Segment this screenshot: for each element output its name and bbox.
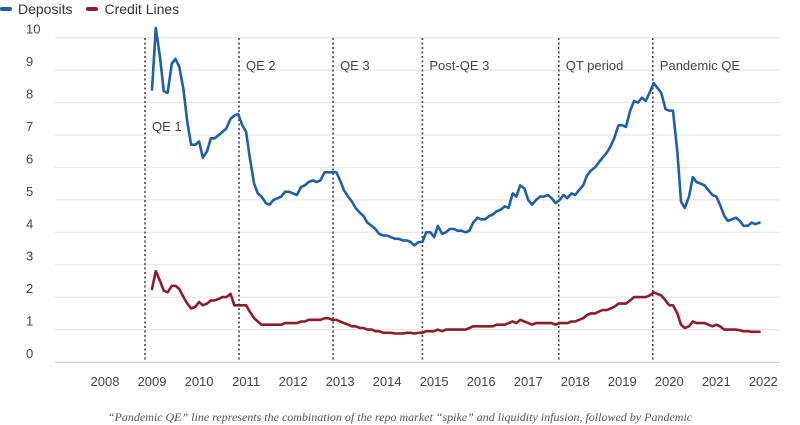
gridlines [55,37,780,363]
x-tick-label-2021: 2021 [702,374,731,389]
legend-label-deposits: Deposits [18,1,73,17]
x-tick-label-2014: 2014 [373,374,402,389]
x-tick-label-2022: 2022 [749,374,778,389]
x-axis-ticks: 2008 2009 2010 2011 2012 2013 2014 2015 2016 2017… [91,374,778,389]
legend-item-credit-lines: Credit Lines [86,1,179,17]
x-tick-label-2013: 2013 [326,374,355,389]
legend-item-deposits: Deposits [0,1,72,17]
period-dividers: QE 1 QE 2 QE 3 Post-QE 3 QT period Pandemic Q… [144,38,741,362]
period-label-4: QT period [566,58,624,73]
x-tick-label-2020: 2020 [655,374,684,389]
legend-swatch-deposits [0,7,12,11]
x-tick-label-2009: 2009 [138,374,167,389]
y-tick-label-1: 1 [26,314,33,329]
legend-swatch-credit-lines [86,7,99,11]
y-tick-label-9: 9 [26,54,33,69]
series-line-credit-lines [150,269,761,335]
period-label-1: QE 2 [246,58,276,73]
y-tick-label-10: 10 [26,22,40,37]
y-axis-ticks: 0 1 2 3 4 5 6 7 8 9 10 [26,22,40,361]
x-tick-label-2017: 2017 [514,374,543,389]
y-tick-label-3: 3 [26,249,33,264]
y-tick-label-6: 6 [26,151,33,166]
x-tick-label-2018: 2018 [561,374,590,389]
chart-caption: “Pandemic QE” line represents the combin… [107,410,693,424]
x-tick-label-2016: 2016 [467,374,496,389]
y-tick-label-0: 0 [26,346,33,361]
series-line-deposits [150,26,761,247]
x-tick-label-2010: 2010 [185,374,214,389]
period-label-2: QE 3 [340,58,370,73]
y-tick-label-8: 8 [26,87,33,102]
legend-label-credit-lines: Credit Lines [104,1,180,17]
period-label-0: QE 1 [152,119,182,134]
series-lines [150,26,761,335]
x-tick-label-2019: 2019 [608,374,637,389]
y-tick-label-7: 7 [26,119,33,134]
legend: Deposits Credit Lines [0,0,193,18]
period-label-5: Pandemic QE [660,58,741,73]
period-label-3: Post-QE 3 [429,58,489,73]
y-tick-label-5: 5 [26,184,33,199]
x-tick-label-2012: 2012 [279,374,308,389]
x-tick-label-2015: 2015 [420,374,449,389]
x-tick-label-2008: 2008 [91,374,120,389]
y-tick-label-2: 2 [26,281,33,296]
y-tick-label-4: 4 [26,216,33,231]
x-tick-label-2011: 2011 [232,374,260,389]
